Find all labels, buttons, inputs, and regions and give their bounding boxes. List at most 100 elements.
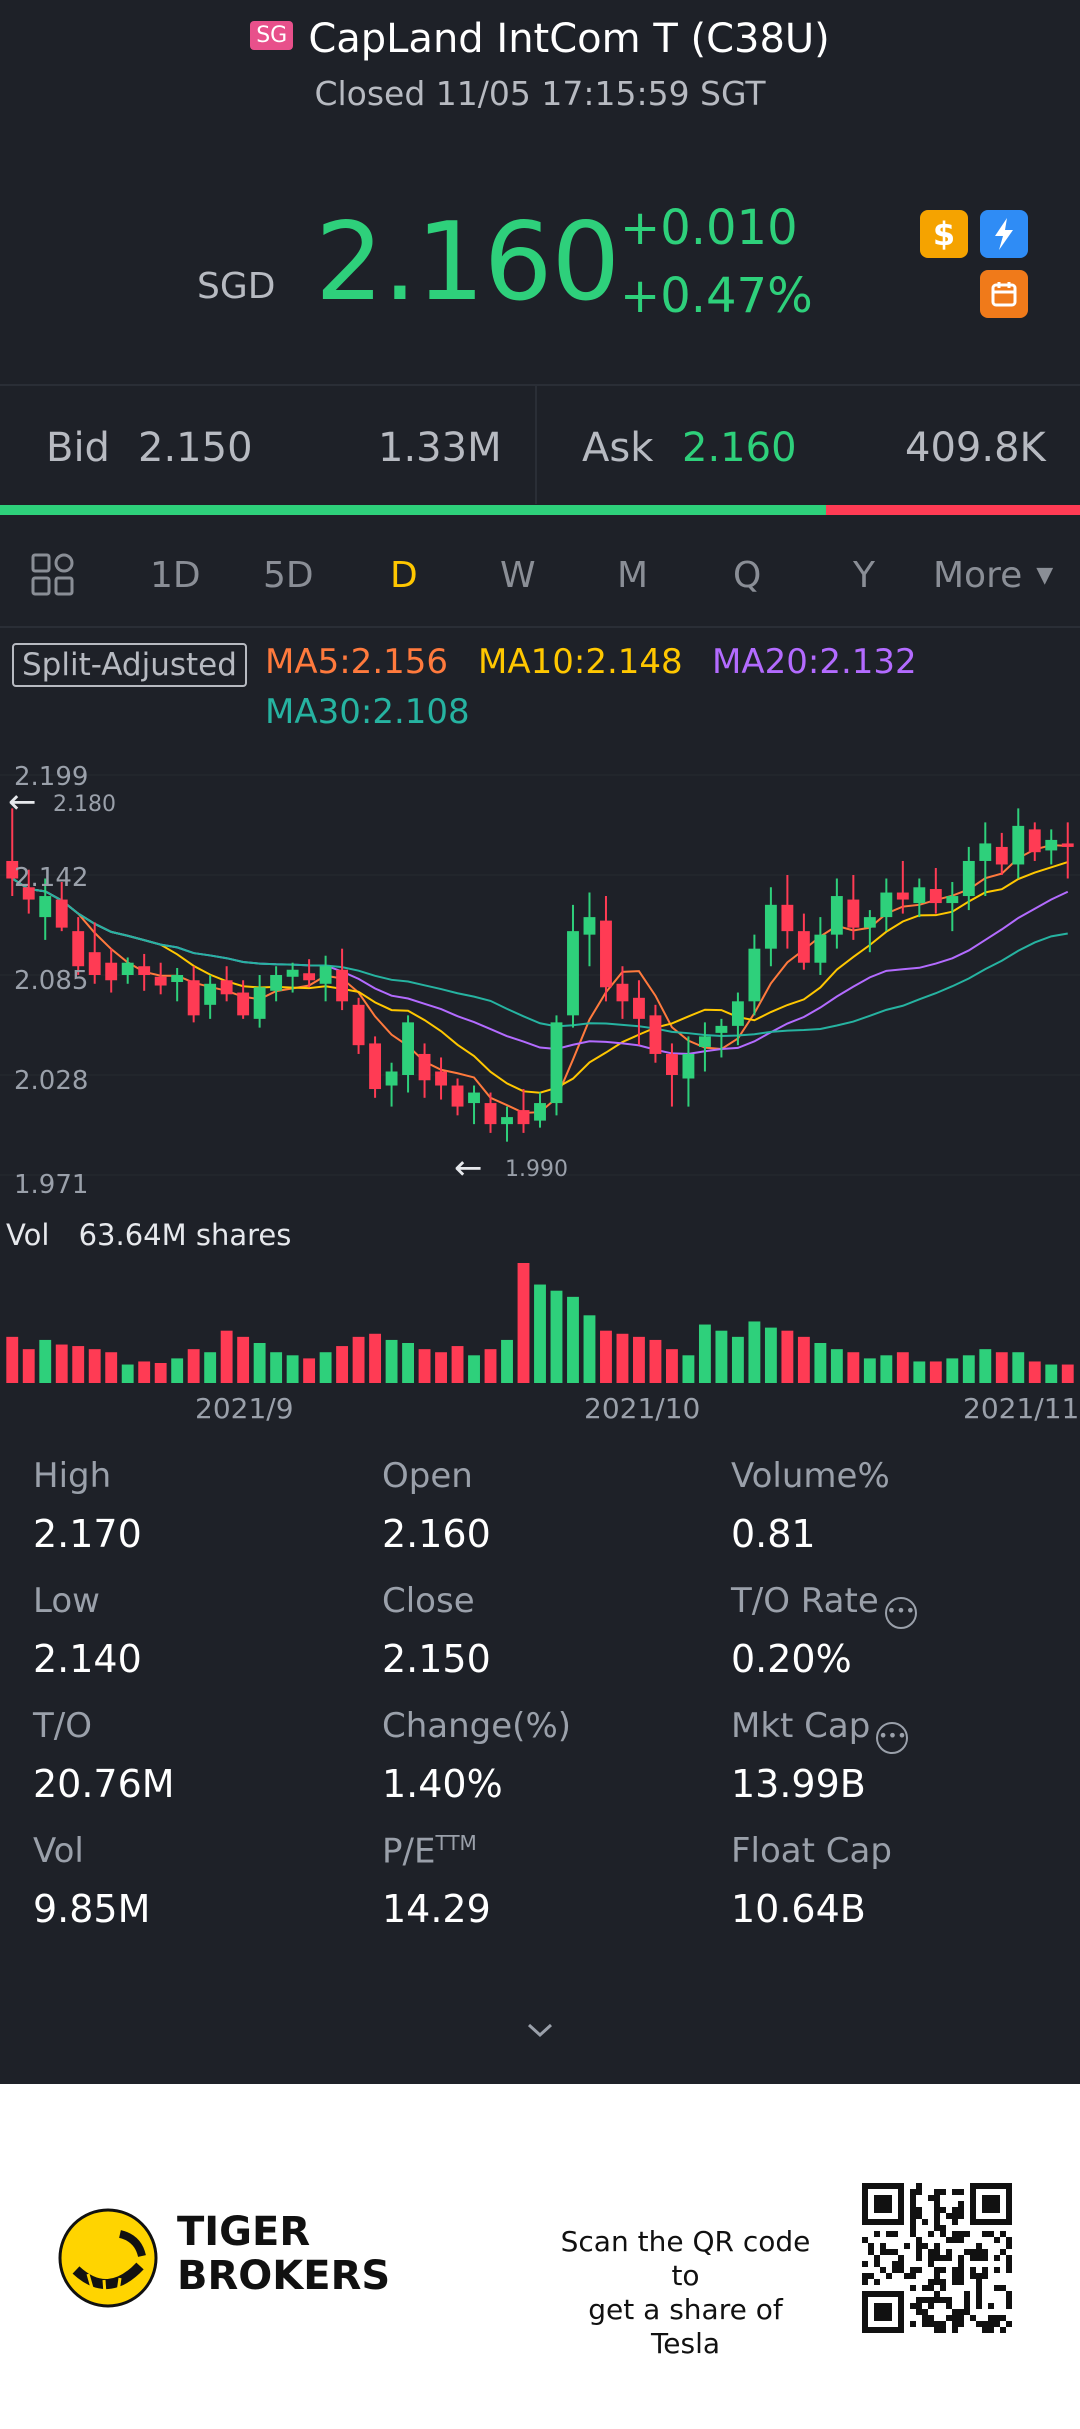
volume-bar	[567, 1296, 579, 1383]
candle	[567, 904, 579, 1028]
tab-m[interactable]: M	[617, 554, 649, 596]
tab-1d[interactable]: 1D	[150, 554, 201, 596]
candle-body	[929, 889, 942, 904]
tab-q[interactable]: Q	[733, 554, 762, 596]
qr-module	[964, 2231, 970, 2237]
candle	[435, 1057, 447, 1100]
volume-chart[interactable]	[0, 1255, 1080, 1385]
candle	[402, 1015, 414, 1093]
qr-module	[1006, 2267, 1012, 2273]
qr-module	[934, 2201, 940, 2207]
candle	[682, 1036, 695, 1107]
y-tick-label: 2.085	[14, 966, 89, 996]
qr-module	[892, 2231, 898, 2237]
candle-body	[402, 1022, 414, 1075]
candle	[418, 1043, 431, 1098]
volume-bar	[946, 1358, 959, 1383]
candle-body	[781, 904, 794, 932]
candlestick-chart[interactable]	[0, 760, 1080, 1180]
qr-module	[904, 2273, 910, 2279]
candle-body	[484, 1103, 497, 1125]
split-adjusted-toggle[interactable]: Split-Adjusted	[12, 643, 247, 687]
candle-body	[913, 887, 926, 904]
bid-price: 2.150	[138, 425, 253, 471]
qr-module	[898, 2267, 904, 2273]
more-info-icon[interactable]: •••	[884, 1597, 917, 1629]
qr-module	[910, 2201, 916, 2207]
candle	[995, 832, 1008, 875]
flash-icon[interactable]	[980, 210, 1028, 258]
qr-module	[970, 2255, 976, 2261]
candle	[1045, 829, 1058, 865]
candle	[369, 1036, 382, 1098]
qr-module	[928, 2321, 934, 2327]
qr-code-icon[interactable]	[862, 2183, 1012, 2333]
qr-module	[874, 2261, 880, 2267]
candle-body	[237, 992, 250, 1016]
bid-ratio-bar	[0, 505, 827, 515]
qr-module	[916, 2297, 922, 2303]
stat-value: 20.76M	[33, 1762, 175, 1806]
candle	[534, 1092, 546, 1128]
candle-body	[962, 860, 975, 897]
y-tick-label: 1.971	[14, 1170, 89, 1200]
candle-body	[418, 1053, 431, 1081]
qr-module	[910, 2225, 916, 2231]
candle-body	[501, 1117, 513, 1125]
qr-module	[928, 2297, 934, 2303]
stat-value: 2.140	[33, 1637, 142, 1681]
qr-module	[952, 2219, 958, 2225]
candle	[451, 1078, 464, 1116]
candle-body	[352, 1004, 365, 1046]
candle-body	[121, 962, 134, 975]
tab-w[interactable]: W	[500, 554, 536, 596]
layout-grid-icon[interactable]	[30, 540, 76, 610]
volume-bar	[270, 1352, 283, 1383]
candle-body	[550, 1022, 563, 1104]
candle-body	[567, 931, 579, 1016]
candle	[913, 878, 926, 918]
qr-module	[922, 2321, 928, 2327]
candle-body	[468, 1092, 480, 1104]
candle	[270, 966, 283, 1002]
volume-bar	[913, 1361, 926, 1383]
qr-finder-module	[982, 2195, 1000, 2213]
dollar-icon[interactable]: $	[920, 210, 968, 258]
volume-bar	[797, 1336, 810, 1383]
more-info-icon[interactable]: •••	[876, 1722, 909, 1754]
calendar-icon[interactable]	[980, 270, 1028, 318]
qr-module	[952, 2231, 958, 2237]
tab-5d[interactable]: 5D	[263, 554, 314, 596]
arrow-left-icon: ←	[454, 1148, 483, 1188]
volume-bar	[435, 1352, 447, 1383]
volume-bar	[402, 1343, 414, 1383]
market-flag-badge: SG	[250, 21, 294, 50]
candle	[715, 1018, 728, 1058]
qr-module	[916, 2207, 922, 2213]
candle	[979, 822, 992, 897]
qr-module	[934, 2243, 940, 2249]
candle	[896, 860, 909, 914]
chevron-down-icon[interactable]	[525, 2015, 555, 2045]
qr-module	[862, 2261, 868, 2267]
qr-module	[994, 2285, 1000, 2291]
tab-y[interactable]: Y	[853, 554, 875, 596]
ask-size: 409.8K	[905, 425, 1046, 471]
qr-module	[910, 2267, 916, 2273]
qr-module	[910, 2303, 916, 2309]
volume-bar	[731, 1336, 744, 1383]
candle-body	[270, 975, 283, 991]
tab-more[interactable]: More ▼	[933, 540, 1053, 610]
qr-module	[1006, 2261, 1012, 2267]
ma30-legend: MA30:2.108	[265, 692, 470, 732]
tab-d[interactable]: D	[390, 554, 418, 596]
volume-value: 63.64M shares	[78, 1218, 292, 1252]
volume-bar	[863, 1358, 876, 1383]
stat-label-with-info: Mkt Cap •••	[731, 1706, 909, 1754]
stat-label-sup: TTM	[435, 1831, 477, 1855]
candle-body	[369, 1043, 382, 1090]
candle	[748, 934, 761, 1016]
volume-bar	[220, 1330, 233, 1383]
qr-module	[934, 2225, 940, 2231]
candle	[847, 875, 860, 940]
